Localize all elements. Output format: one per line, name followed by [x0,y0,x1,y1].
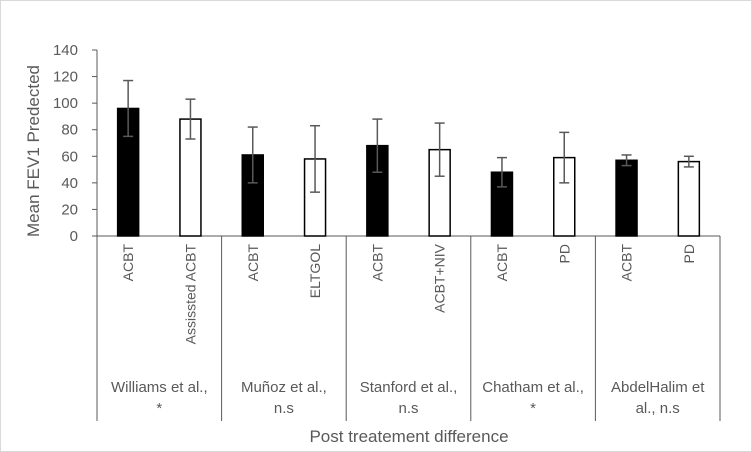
error-bars-layer [123,79,694,193]
y-tick-label: 40 [61,175,78,192]
y-axis-title: Mean FEV1 Predected [24,65,43,237]
y-tick-label: 60 [61,148,78,165]
category-label: ACBT [120,244,136,282]
group-label: * [530,400,536,417]
x-axis-title: Post treatement difference [309,427,508,446]
category-label: ACBT [619,244,635,282]
category-label: ACBT [369,244,385,282]
y-tick-label: 120 [53,69,78,86]
category-label: ACBT [245,244,261,282]
group-label: al., n.s [636,400,680,417]
group-label: Williams et al., [111,379,208,396]
y-tick-label: 0 [70,228,78,245]
y-tick-label: 20 [61,201,78,218]
bar [677,160,701,237]
group-label: Stanford et al., [360,379,458,396]
category-label: Assissted ACBT [182,244,198,345]
group-label: n.s [398,400,418,417]
group-label: * [156,400,162,417]
labels-layer: 0 20 40 60 80 100 120 140 ACBT Assissted ACBT Will… [53,42,705,417]
y-tick-label: 100 [53,95,78,112]
bar [615,159,638,237]
group-label: Muñoz et al., [241,379,327,396]
category-label: ELTGOL [307,244,323,298]
category-label: PD [556,244,572,263]
group-label: Chatham et al., [482,379,584,396]
group-label: AbdelHalim et [611,379,705,396]
group-label: n.s [274,400,294,417]
category-label: ACBT+NIV [432,243,448,313]
y-tick-label: 140 [53,42,78,59]
y-tick-label: 80 [61,122,78,139]
category-label: ACBT [494,244,510,282]
category-label: PD [681,244,697,263]
